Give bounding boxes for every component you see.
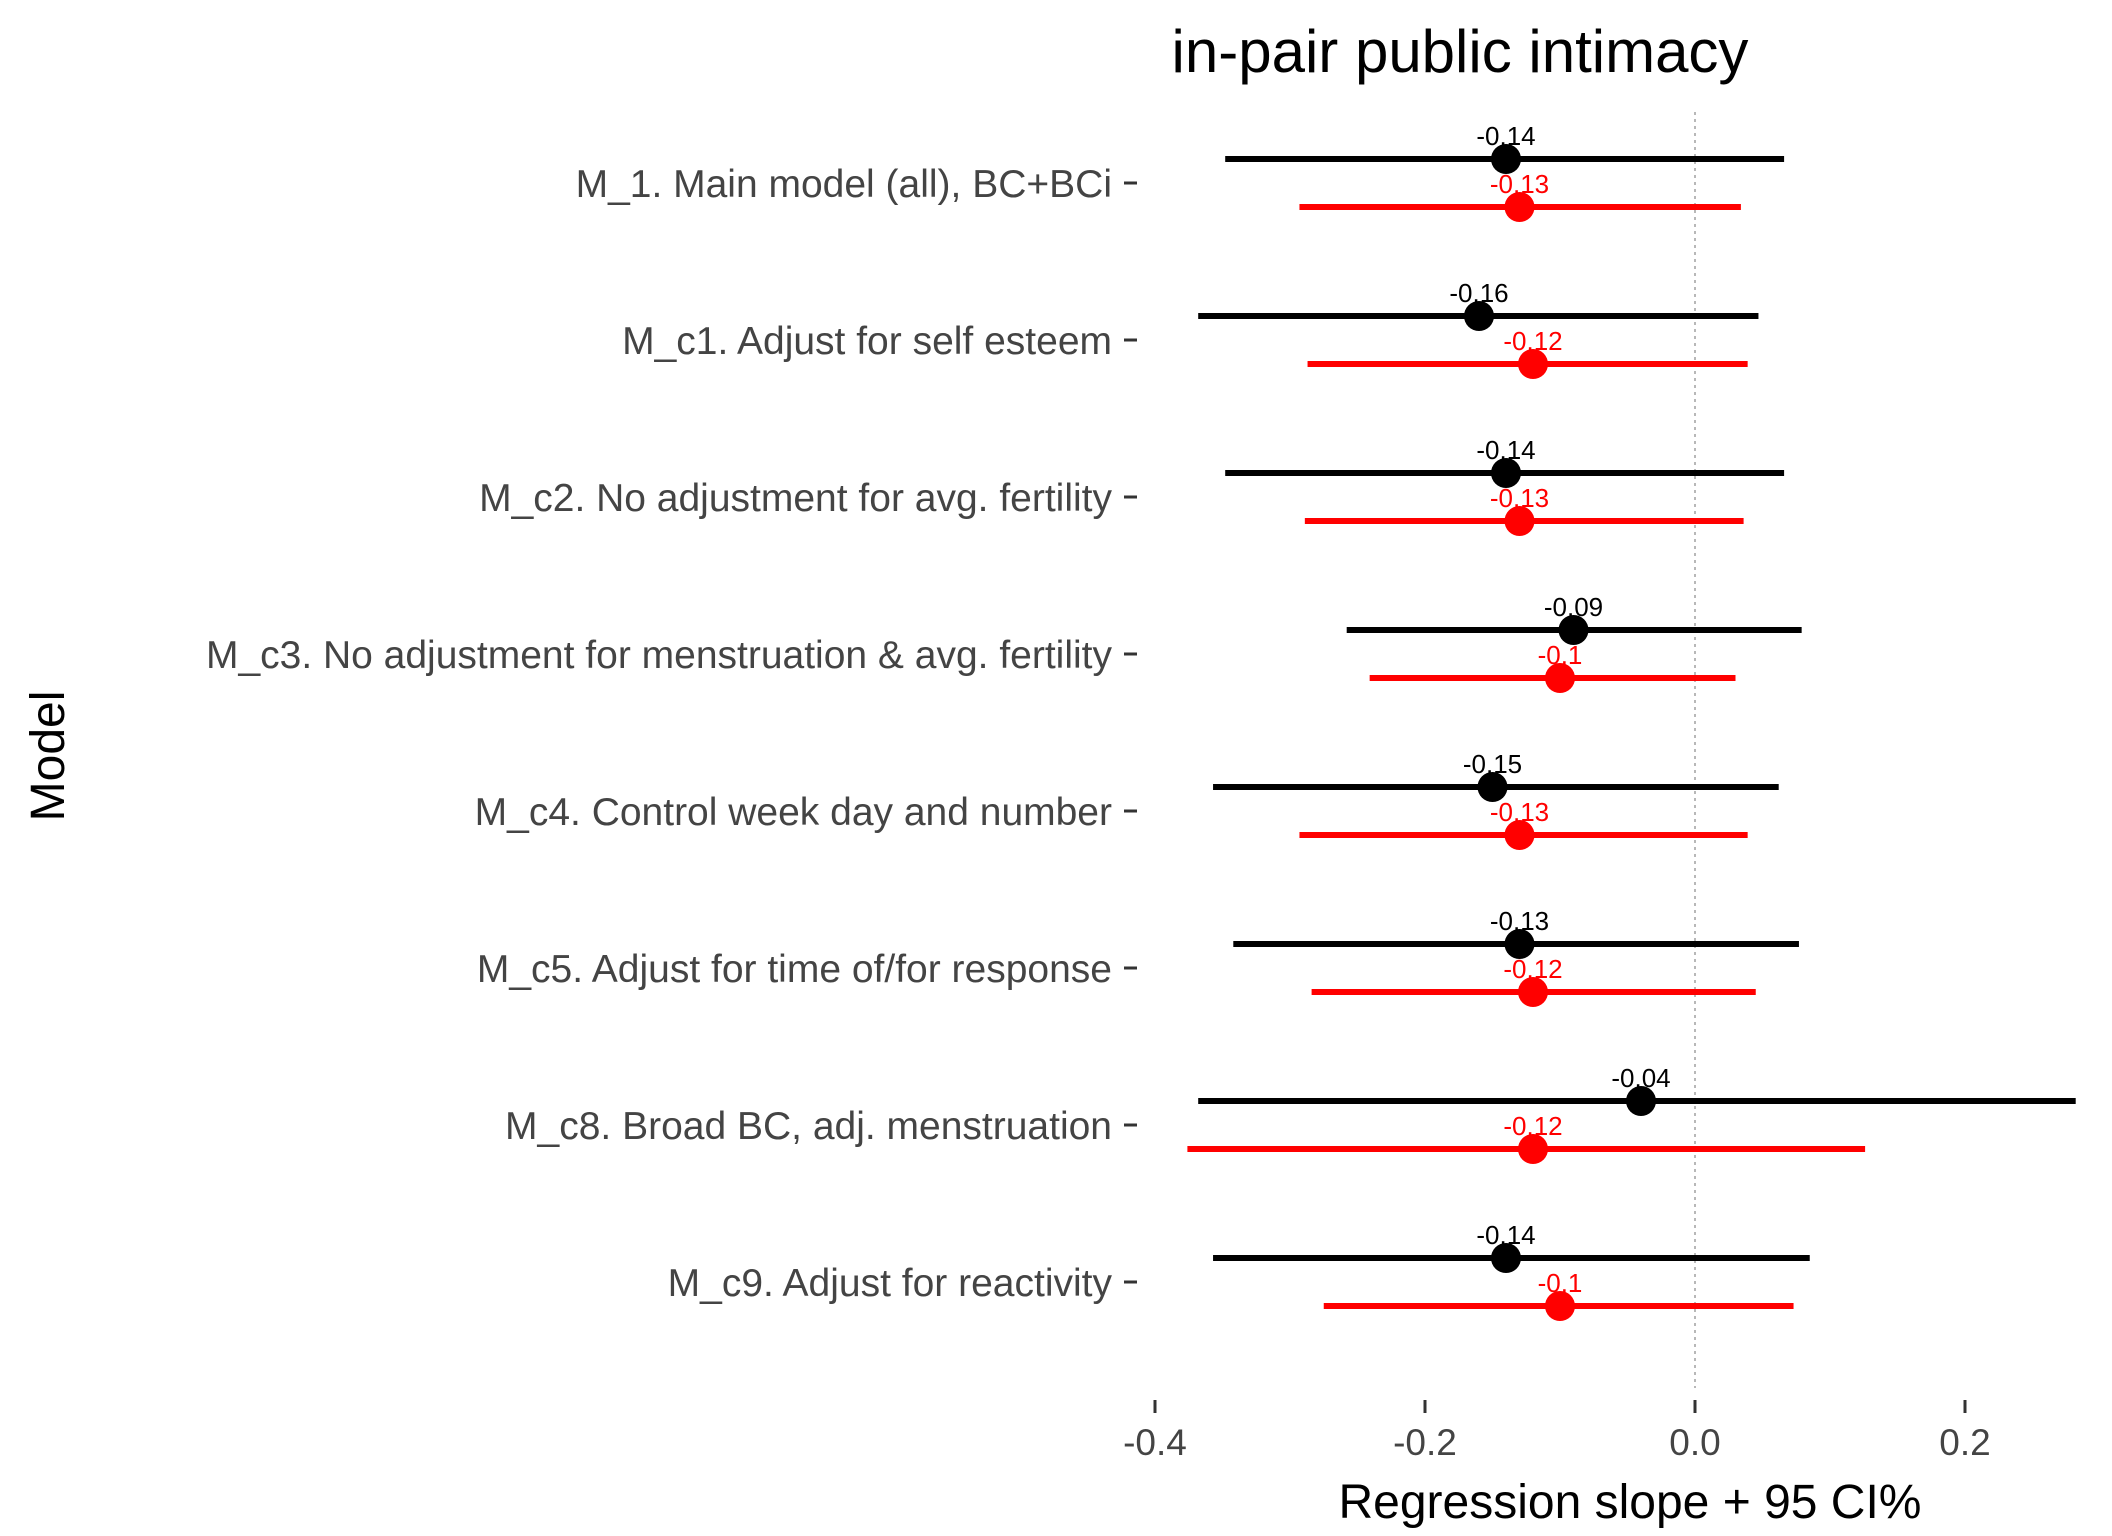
- estimate-point: [1504, 929, 1535, 959]
- data-label: -0.1: [1538, 640, 1583, 670]
- x-tick-label: -0.2: [1393, 1422, 1457, 1463]
- y-tick-label: M_c3. No adjustment for menstruation & a…: [206, 634, 1113, 677]
- x-tick-label: 0.2: [1939, 1422, 1990, 1463]
- y-axis: M_1. Main model (all), BC+BCi M_c1. Adjus…: [206, 163, 1137, 1305]
- estimate-point: [1504, 820, 1535, 850]
- data-label: -0.1: [1538, 1268, 1583, 1298]
- y-axis-title: Model: [22, 691, 75, 822]
- y-tick-label: M_c1. Adjust for self esteem: [622, 320, 1112, 363]
- x-tick-label: 0.0: [1669, 1422, 1720, 1463]
- data-label: -0.13: [1490, 906, 1549, 936]
- y-tick-label: M_c4. Control week day and number: [475, 791, 1112, 834]
- x-tick-label: -0.4: [1123, 1422, 1187, 1463]
- data-label: -0.12: [1503, 954, 1562, 984]
- estimate-point: [1518, 349, 1548, 379]
- x-axis-title: Regression slope + 95 CI%: [1339, 1476, 1922, 1529]
- data-label: -0.16: [1449, 278, 1508, 308]
- chart-title: in-pair public intimacy: [1172, 18, 1749, 85]
- data-label: -0.14: [1476, 435, 1535, 465]
- estimate-point: [1545, 1291, 1575, 1321]
- data-label: -0.12: [1503, 1111, 1562, 1141]
- estimate-point: [1504, 192, 1535, 222]
- data-label: -0.15: [1463, 749, 1522, 779]
- plot-marks: -0.14 -0.16 -0.14 -0.09 -0.15 -0.13 -0.04 -0.14…: [1187, 121, 2076, 1321]
- data-label: -0.09: [1544, 592, 1603, 622]
- estimate-point: [1464, 301, 1494, 331]
- estimate-point: [1477, 772, 1508, 802]
- estimate-point: [1504, 506, 1535, 536]
- estimate-point: [1558, 615, 1589, 645]
- data-label: -0.14: [1476, 1220, 1535, 1250]
- y-tick-label: M_c9. Adjust for reactivity: [668, 1262, 1113, 1305]
- data-label: -0.14: [1476, 121, 1535, 151]
- y-tick-label: M_c5. Adjust for time of/for response: [477, 948, 1112, 991]
- x-axis: -0.4 -0.2 0.0 0.2: [1123, 1400, 1991, 1463]
- estimate-point: [1491, 1243, 1521, 1273]
- estimate-point: [1518, 1134, 1548, 1164]
- data-label: -0.13: [1490, 797, 1549, 827]
- y-tick-label: M_1. Main model (all), BC+BCi: [576, 163, 1112, 206]
- estimate-point: [1491, 144, 1521, 174]
- data-label: -0.04: [1611, 1063, 1670, 1093]
- estimate-point: [1491, 458, 1521, 488]
- estimate-point: [1626, 1086, 1656, 1116]
- data-label: -0.12: [1503, 326, 1562, 356]
- y-tick-label: M_c2. No adjustment for avg. fertility: [479, 477, 1112, 520]
- estimate-point: [1545, 663, 1575, 693]
- estimate-point: [1518, 977, 1548, 1007]
- data-label: -0.13: [1490, 169, 1549, 199]
- data-label: -0.13: [1490, 483, 1549, 513]
- y-tick-label: M_c8. Broad BC, adj. menstruation: [505, 1105, 1112, 1148]
